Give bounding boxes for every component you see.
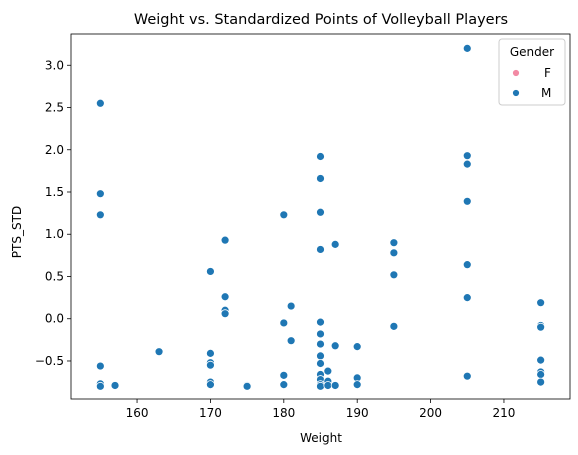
chart-title: Weight vs. Standardized Points of Volley… — [134, 12, 508, 28]
data-point — [462, 371, 472, 381]
data-point — [536, 298, 546, 308]
data-point — [389, 321, 399, 331]
data-point — [279, 370, 289, 380]
legend-label-f: F — [544, 66, 551, 80]
x-axis-label: Weight — [300, 431, 342, 445]
legend-label-m: M — [541, 86, 551, 100]
data-point — [220, 235, 230, 245]
data-point — [462, 159, 472, 169]
x-axis: 160 170 180 190 200 210 — [126, 399, 516, 420]
y-tick-label: 1.5 — [45, 185, 64, 199]
x-tick-label: 170 — [199, 406, 222, 420]
data-point — [536, 377, 546, 387]
data-point — [536, 355, 546, 365]
data-point — [206, 380, 215, 390]
data-point — [279, 318, 289, 328]
legend-title: Gender — [510, 45, 554, 59]
y-tick-label: 0.5 — [45, 269, 64, 283]
data-point — [206, 348, 215, 358]
data-point — [462, 196, 472, 206]
y-tick-label: 1.0 — [45, 227, 64, 241]
data-point — [316, 381, 325, 391]
data-point — [95, 189, 105, 199]
legend-marker-m — [512, 89, 520, 97]
data-point — [316, 339, 325, 349]
data-point — [286, 336, 296, 346]
data-point — [279, 210, 289, 220]
data-point — [220, 292, 230, 302]
data-point — [95, 381, 105, 391]
y-tick-label: 0.0 — [45, 312, 64, 326]
data-point — [220, 309, 230, 319]
legend-frame — [498, 38, 566, 106]
data-point — [462, 260, 472, 270]
data-point — [95, 361, 105, 371]
data-point — [323, 366, 333, 376]
data-point — [536, 322, 546, 332]
data-point — [206, 360, 215, 370]
x-tick-label: 200 — [419, 406, 442, 420]
legend: Gender F M — [498, 38, 566, 106]
x-tick-label: 180 — [272, 406, 295, 420]
data-point — [330, 239, 340, 249]
data-point — [316, 359, 325, 368]
x-tick-label: 190 — [346, 406, 369, 420]
data-point — [316, 152, 325, 161]
data-point — [352, 342, 362, 352]
data-point — [95, 210, 105, 220]
y-tick-label: 2.0 — [45, 143, 64, 157]
data-point — [536, 370, 546, 379]
data-point — [462, 293, 472, 303]
x-tick-label: 160 — [126, 406, 149, 420]
data-point — [330, 341, 340, 351]
data-point — [154, 347, 164, 357]
points-layer — [95, 43, 546, 391]
data-point — [95, 98, 105, 108]
y-tick-label: −0.5 — [35, 354, 64, 368]
data-point — [316, 329, 325, 339]
data-point — [316, 207, 325, 217]
data-point — [242, 381, 252, 391]
data-point — [330, 381, 340, 390]
legend-marker-f — [512, 69, 520, 77]
data-point — [462, 151, 472, 161]
data-point — [316, 317, 325, 327]
y-tick-label: 2.5 — [45, 101, 64, 115]
data-point — [316, 351, 325, 361]
data-point — [316, 245, 325, 254]
data-point — [389, 248, 399, 258]
x-tick-label: 210 — [493, 406, 516, 420]
data-point — [279, 380, 289, 390]
y-tick-label: 3.0 — [45, 58, 64, 72]
data-point — [323, 381, 333, 390]
data-point — [389, 238, 399, 248]
data-point — [352, 380, 362, 390]
data-point — [286, 301, 296, 311]
data-point — [462, 43, 472, 53]
data-point — [110, 381, 120, 390]
data-point — [206, 267, 215, 276]
y-axis-label: PTS_STD — [10, 206, 24, 258]
data-point — [316, 174, 325, 183]
data-point — [389, 270, 399, 280]
plot-frame — [70, 33, 571, 400]
y-axis: −0.5 0.0 0.5 1.0 1.5 2.0 2.5 3.0 — [35, 58, 71, 368]
